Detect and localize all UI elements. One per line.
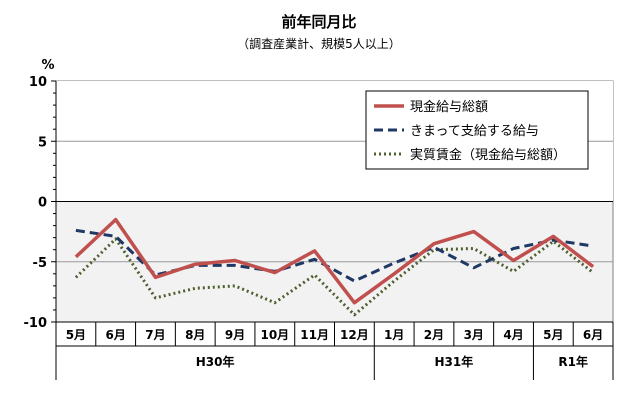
x-tick-label: 4月 <box>503 328 523 342</box>
chart-title: 前年同月比 <box>281 13 356 31</box>
x-tick-label: 11月 <box>300 328 329 342</box>
x-tick-label: 7月 <box>145 328 165 342</box>
legend-label: 実質賃金（現金給与総額） <box>410 147 566 163</box>
x-tick-label: 6月 <box>583 328 603 342</box>
y-tick-label: -10 <box>24 316 48 331</box>
x-tick-label: 2月 <box>424 328 444 342</box>
year-label: H30年 <box>196 354 235 369</box>
y-axis: 10 5 0 -5 -10 <box>24 75 57 331</box>
x-tick-label: 10月 <box>260 328 289 342</box>
y-tick-label: 10 <box>29 75 47 90</box>
x-tick-label: 1月 <box>384 328 404 342</box>
x-tick-label: 5月 <box>66 328 86 342</box>
year-label: H31年 <box>434 354 473 369</box>
series-line <box>74 237 595 317</box>
y-tick-label: 5 <box>38 135 47 150</box>
x-tick-label: 6月 <box>105 328 125 342</box>
x-tick-label: 8月 <box>185 328 205 342</box>
legend-label: 現金給与総額 <box>410 99 488 115</box>
y-tick-label: -5 <box>33 256 47 271</box>
series-line <box>74 217 595 305</box>
y-axis-label: % <box>41 58 54 73</box>
chart-subtitle: （調査産業計、規模5人以上） <box>237 36 401 51</box>
x-tick-label: 9月 <box>225 328 245 342</box>
x-tick-label: 5月 <box>543 328 563 342</box>
x-tick-label: 12月 <box>340 328 369 342</box>
y-tick-label: 0 <box>38 196 47 211</box>
x-tick-label: 3月 <box>464 328 484 342</box>
year-label: R1年 <box>558 354 588 369</box>
legend-label: きまって支給する給与 <box>410 124 539 139</box>
series-lines <box>74 217 595 317</box>
x-axis: 5月 6月 7月 8月 9月 10月 11月 12月 1月 2月 3月 4月 5月 6月 H30年 H31年 R… <box>55 321 614 380</box>
